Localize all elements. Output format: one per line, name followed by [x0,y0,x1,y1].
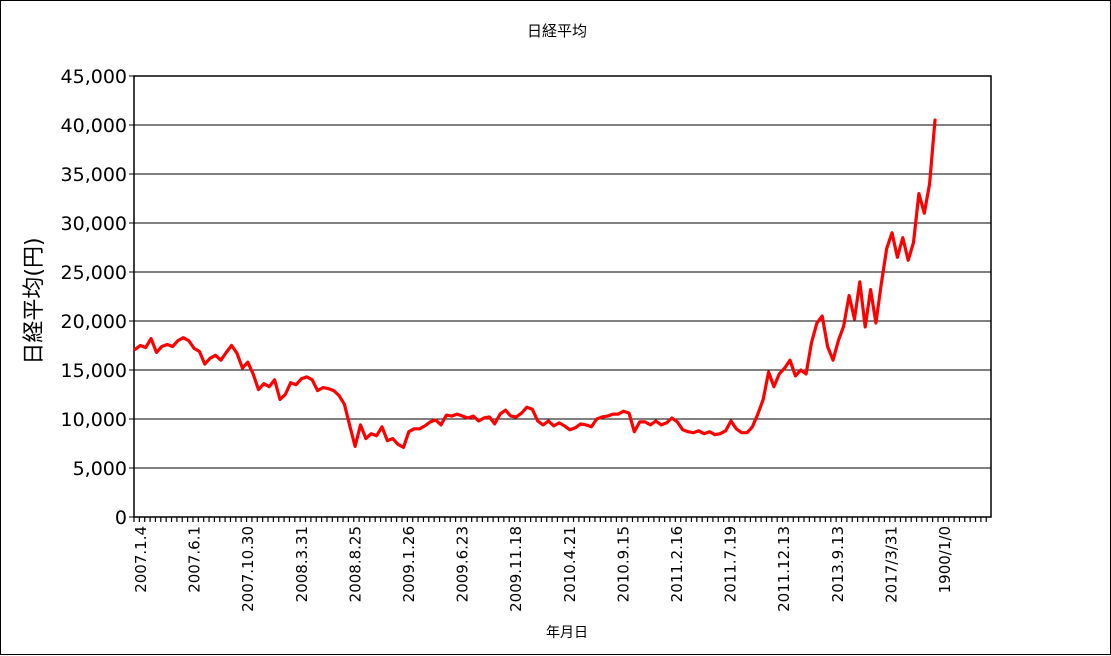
x-axis-label: 年月日 [546,625,588,641]
x-tick-label: 2009.6.23 [454,526,472,602]
x-tick-label: 2007.1.4 [132,526,150,593]
series-line [133,118,937,449]
x-tick-label: 2007.10.30 [239,526,257,612]
y-tick-label: 40,000 [61,115,127,137]
y-tick-label: 0 [115,507,127,529]
x-axis-ticks: 2007.1.4 2007.6.1 2007.10.30 2008.3.31 2008.… [132,526,954,612]
y-tick-label: 35,000 [61,164,127,186]
y-tick-label: 10,000 [61,409,127,431]
x-tick-label: 2007.6.1 [186,526,204,593]
chart-title: 日経平均 [527,22,587,40]
x-tick-label: 2008.8.25 [346,526,364,602]
gridlines [134,124,991,469]
x-tick-label: 2009.11.18 [507,526,525,612]
x-tick-label: 2011.12.13 [775,526,793,612]
y-axis-ticks: 0 5,000 10,000 15,000 20,000 25,000 30,000 35,0… [61,66,134,529]
y-tick-label: 25,000 [61,262,127,284]
x-tick-label: 2013.9.13 [829,526,847,602]
series-layer [133,118,937,449]
x-tick-label: 2008.3.31 [293,526,311,602]
y-tick-label: 15,000 [61,360,127,382]
x-tick-label: 2011.2.16 [668,526,686,602]
y-tick-label: 5,000 [73,458,127,480]
x-tick-label: 2010.4.21 [561,526,579,602]
x-tick-label: 2017/3/31 [882,526,900,603]
x-tick-label: 2011.7.19 [722,526,740,602]
x-axis-tick-marks [133,517,987,522]
x-tick-label: 2009.1.26 [400,526,418,602]
y-tick-label: 20,000 [61,311,127,333]
y-axis-label: 日経平均(円) [22,237,47,364]
x-tick-label: 2010.9.15 [614,526,632,602]
y-tick-label: 30,000 [61,213,127,235]
y-tick-label: 45,000 [61,66,127,88]
x-tick-label: 1900/1/0 [936,526,954,593]
